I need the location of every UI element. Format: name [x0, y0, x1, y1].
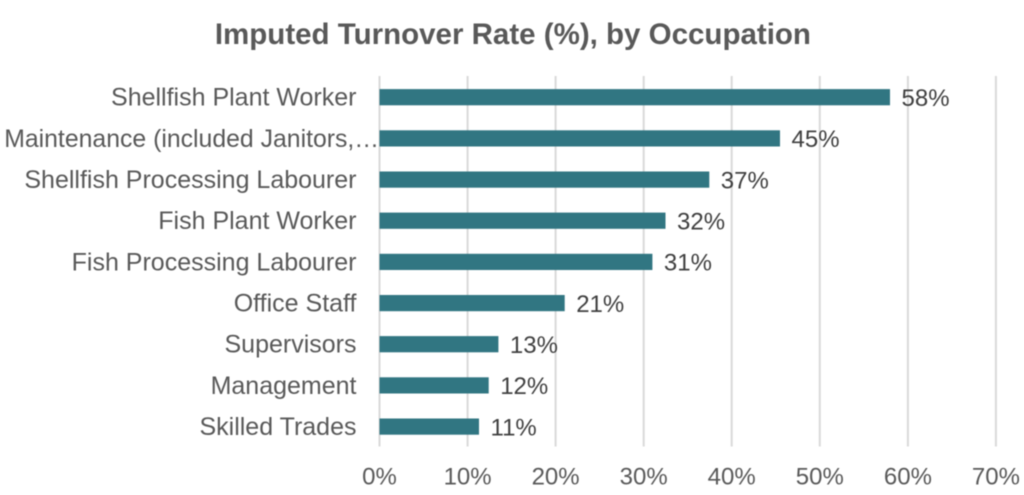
svg-text:50%: 50%: [796, 464, 844, 491]
svg-text:60%: 60%: [884, 464, 932, 491]
svg-text:30%: 30%: [620, 464, 668, 491]
svg-text:0%: 0%: [362, 464, 397, 491]
svg-text:Shellfish Processing Labourer: Shellfish Processing Labourer: [24, 166, 356, 194]
svg-text:Fish Plant Worker: Fish Plant Worker: [158, 207, 356, 235]
svg-text:45%: 45%: [792, 126, 840, 153]
svg-text:13%: 13%: [510, 332, 558, 359]
svg-text:Management: Management: [211, 372, 357, 400]
svg-text:Fish Processing Labourer: Fish Processing Labourer: [72, 248, 357, 276]
svg-text:10%: 10%: [444, 464, 492, 491]
svg-text:12%: 12%: [500, 373, 548, 400]
svg-text:58%: 58%: [902, 85, 950, 112]
svg-text:70%: 70%: [972, 464, 1020, 491]
svg-text:40%: 40%: [708, 464, 756, 491]
svg-text:21%: 21%: [576, 291, 624, 318]
svg-text:Office Staff: Office Staff: [234, 290, 357, 318]
svg-text:Maintenance (included Janitors: Maintenance (included Janitors,…: [4, 126, 379, 153]
svg-text:Supervisors: Supervisors: [225, 331, 357, 359]
svg-text:Imputed Turnover Rate (%), by: Imputed Turnover Rate (%), by Occupation: [215, 18, 811, 51]
svg-text:37%: 37%: [721, 167, 769, 194]
svg-text:Skilled Trades: Skilled Trades: [199, 413, 356, 441]
svg-text:20%: 20%: [532, 464, 580, 491]
svg-text:31%: 31%: [664, 250, 712, 277]
svg-text:11%: 11%: [491, 414, 537, 441]
svg-text:Shellfish Plant Worker: Shellfish Plant Worker: [111, 84, 356, 112]
svg-text:32%: 32%: [677, 209, 725, 236]
